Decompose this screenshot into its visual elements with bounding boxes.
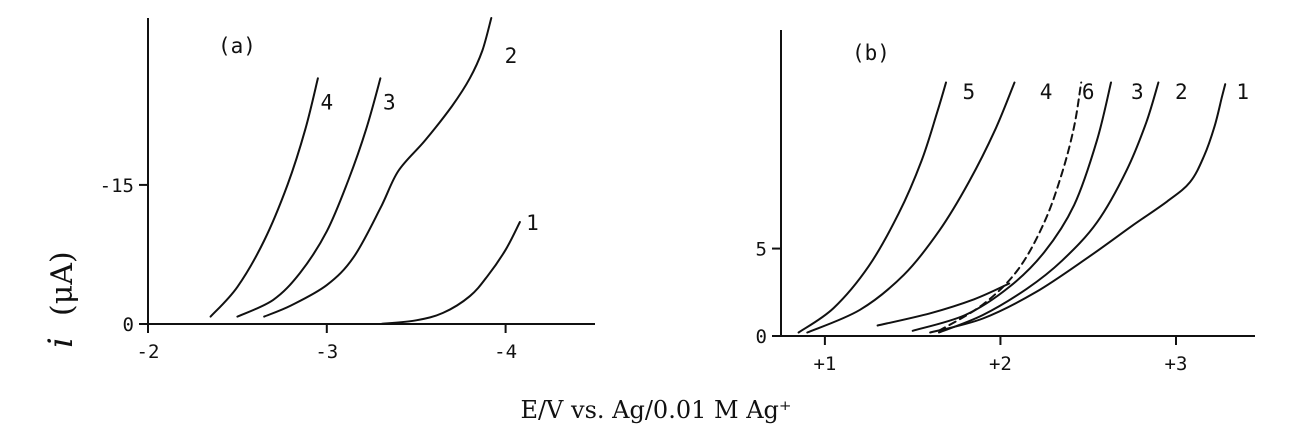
panel-a-curve-2 [263,17,493,318]
panel-a-curve-1 [379,221,521,325]
panel-b-curve-label-2: 2 [1175,80,1188,104]
x-axis-label: E/V vs. Ag/0.01 M Ag⁺ [520,396,791,424]
panel-b-curve-label-1: 1 [1236,80,1249,104]
panel-a-curve-label-1: 1 [526,211,539,235]
panel-a-x-tick-label: -4 [494,341,517,363]
panel-a-curve-label-3: 3 [383,90,396,114]
panel-b: (b) +1 +2 +3 0 5 5 4 6 3 2 1 [756,30,1255,375]
panel-b-curve-2 [938,81,1160,334]
panel-a-curve-label-4: 4 [320,90,333,114]
panel-b-curve-6 [938,81,1083,332]
panel-b-curve-label-6: 6 [1082,80,1095,104]
panel-a: (a) -2 -3 -4 0 -15 1 2 3 4 [100,17,595,363]
panel-a-curve-label-2: 2 [505,44,518,68]
panel-b-curve-label-5: 5 [963,80,976,104]
panel-b-y-tick-label: 5 [756,239,767,261]
panel-b-curve-4 [806,81,1016,334]
panel-a-x-tick-label: -2 [137,341,160,363]
panel-b-curve-1 [929,83,1227,334]
panel-b-x-tick-label: +2 [989,353,1012,375]
panel-b-x-tick-label: +1 [813,353,836,375]
panel-a-curve-4 [209,77,319,318]
panel-b-label: (b) [852,41,890,65]
panel-a-curve-3 [236,77,382,318]
panel-b-curve-5 [797,81,947,334]
y-axis-label-unit: (μA) [45,251,80,316]
panel-b-curve-label-4: 4 [1040,80,1053,104]
y-axis-label-symbol: i [41,337,81,348]
panel-b-y-tick-label: 0 [756,326,767,348]
panel-a-y-tick-label: -15 [100,175,134,197]
panel-b-curve-label-3: 3 [1131,80,1144,104]
y-axis-label: i (μA) [41,251,81,348]
panel-a-label: (a) [218,34,256,58]
panel-b-x-tick-label: +3 [1165,353,1188,375]
panel-a-y-tick-label: 0 [123,314,134,336]
panel-b-curve-3 [911,81,1112,332]
panel-a-x-tick-label: -3 [315,341,338,363]
panel-b-curve-extra [876,282,1011,327]
